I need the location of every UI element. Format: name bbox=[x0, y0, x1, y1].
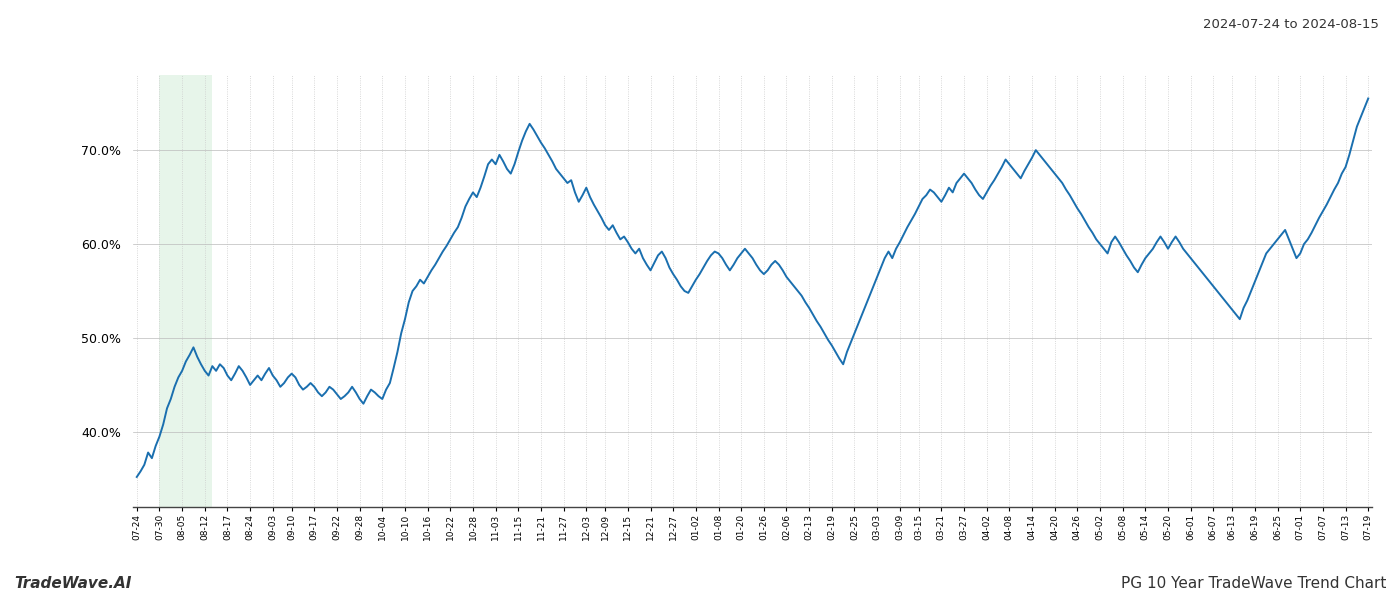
Text: 2024-07-24 to 2024-08-15: 2024-07-24 to 2024-08-15 bbox=[1203, 18, 1379, 31]
Text: TradeWave.AI: TradeWave.AI bbox=[14, 576, 132, 591]
Text: PG 10 Year TradeWave Trend Chart: PG 10 Year TradeWave Trend Chart bbox=[1120, 576, 1386, 591]
Bar bbox=[160, 75, 213, 507]
